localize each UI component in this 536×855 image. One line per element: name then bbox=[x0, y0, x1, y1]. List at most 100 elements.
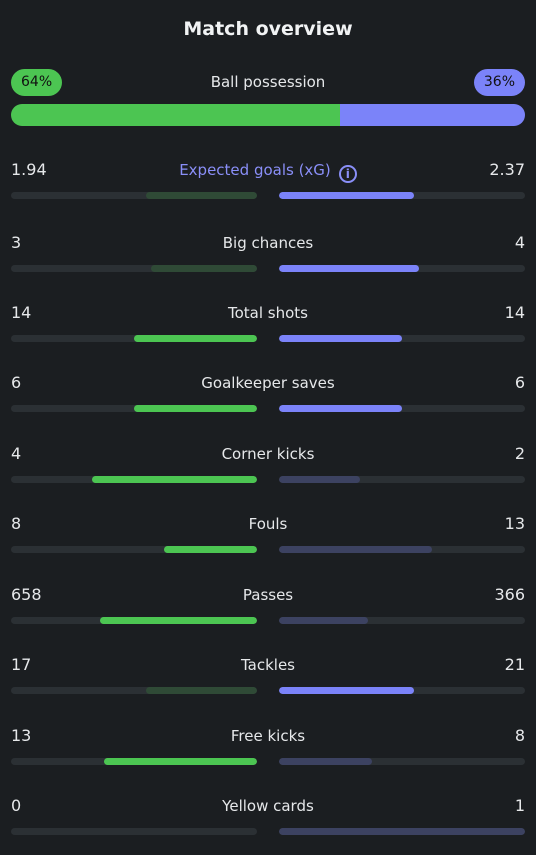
stat-row-yellow-cards: 0 Yellow cards 1 bbox=[11, 794, 525, 839]
away-value: 2.37 bbox=[489, 160, 525, 179]
away-bar-fill bbox=[279, 335, 402, 342]
away-value: 4 bbox=[514, 233, 525, 252]
home-bar-track bbox=[11, 335, 257, 342]
comparison-bars bbox=[11, 335, 525, 342]
comparison-bars bbox=[11, 828, 525, 835]
stat-label: Yellow cards bbox=[11, 794, 525, 818]
away-bar-track bbox=[279, 758, 525, 765]
stat-label-text: Free kicks bbox=[230, 727, 306, 745]
stat-label-text: Corner kicks bbox=[221, 445, 315, 463]
away-bar-fill bbox=[279, 405, 402, 412]
away-possession-fill bbox=[339, 104, 525, 126]
home-bar-track bbox=[11, 476, 257, 483]
stat-row-big-chances: 3 Big chances 4 bbox=[11, 231, 525, 276]
away-bar-fill bbox=[279, 265, 420, 272]
home-bar-fill bbox=[134, 405, 257, 412]
away-bar-track bbox=[279, 265, 525, 272]
away-bar-fill bbox=[279, 546, 432, 553]
stat-row-tackles: 17 Tackles 21 bbox=[11, 653, 525, 698]
match-overview-title: Match overview bbox=[183, 18, 353, 40]
away-bar-track bbox=[279, 335, 525, 342]
away-bar-track bbox=[279, 687, 525, 694]
stat-label: Goalkeeper saves bbox=[11, 371, 525, 395]
stat-label: Passes bbox=[11, 583, 525, 607]
ball-possession-row: 64% Ball possession 36% bbox=[11, 69, 525, 96]
home-bar-fill bbox=[104, 758, 257, 765]
away-bar-track bbox=[279, 476, 525, 483]
stat-label-text: Big chances bbox=[222, 234, 314, 252]
stat-label: Corner kicks bbox=[11, 442, 525, 466]
away-value: 14 bbox=[504, 303, 525, 322]
home-possession-fill bbox=[11, 104, 340, 126]
away-bar-track bbox=[279, 546, 525, 553]
ball-possession-bar bbox=[11, 104, 525, 126]
away-bar-fill bbox=[279, 617, 368, 624]
home-bar-track bbox=[11, 687, 257, 694]
stat-label-text: Fouls bbox=[248, 515, 288, 533]
home-value: 4 bbox=[11, 444, 22, 463]
comparison-bars bbox=[11, 405, 525, 412]
comparison-bars bbox=[11, 617, 525, 624]
home-bar-track bbox=[11, 617, 257, 624]
away-value: 21 bbox=[504, 655, 525, 674]
home-bar-fill bbox=[146, 687, 257, 694]
comparison-bars bbox=[11, 758, 525, 765]
stat-label: Fouls bbox=[11, 512, 525, 536]
home-possession-pill: 64% bbox=[11, 69, 63, 96]
home-bar-fill bbox=[134, 335, 257, 342]
home-bar-fill bbox=[163, 546, 257, 553]
stat-label-text: Yellow cards bbox=[222, 797, 314, 815]
comparison-bars bbox=[11, 476, 525, 483]
stat-row-total-shots: 14 Total shots 14 bbox=[11, 301, 525, 346]
home-bar-track bbox=[11, 828, 257, 835]
home-bar-track bbox=[11, 192, 257, 199]
stat-label: Free kicks bbox=[11, 724, 525, 748]
home-value: 3 bbox=[11, 233, 22, 252]
away-value: 366 bbox=[494, 585, 525, 604]
home-bar-fill bbox=[99, 617, 257, 624]
home-bar-track bbox=[11, 405, 257, 412]
stat-label-text: Goalkeeper saves bbox=[201, 374, 335, 392]
home-bar-track bbox=[11, 758, 257, 765]
away-bar-track bbox=[279, 192, 525, 199]
away-value: 6 bbox=[514, 373, 525, 392]
home-value: 17 bbox=[11, 655, 32, 674]
away-bar-fill bbox=[279, 476, 361, 483]
home-value: 6 bbox=[11, 373, 22, 392]
home-bar-fill bbox=[146, 192, 257, 199]
stat-label[interactable]: Expected goals (xG) i bbox=[11, 158, 525, 183]
away-bar-fill bbox=[279, 192, 415, 199]
stat-label: Tackles bbox=[11, 653, 525, 677]
info-icon[interactable]: i bbox=[338, 165, 357, 183]
comparison-bars bbox=[11, 265, 525, 272]
stat-row-corner-kicks: 4 Corner kicks 2 bbox=[11, 442, 525, 487]
home-value: 0 bbox=[11, 796, 22, 815]
stat-row-fouls: 8 Fouls 13 bbox=[11, 512, 525, 557]
home-bar-track bbox=[11, 546, 257, 553]
stat-row-goalkeeper-saves: 6 Goalkeeper saves 6 bbox=[11, 371, 525, 416]
stat-label: Total shots bbox=[11, 301, 525, 325]
away-possession-pill: 36% bbox=[473, 69, 525, 96]
comparison-bars bbox=[11, 687, 525, 694]
home-bar-track bbox=[11, 265, 257, 272]
stat-row-free-kicks: 13 Free kicks 8 bbox=[11, 724, 525, 769]
away-bar-track bbox=[279, 617, 525, 624]
home-value: 13 bbox=[11, 726, 32, 745]
home-value: 14 bbox=[11, 303, 32, 322]
stat-row-passes: 658 Passes 366 bbox=[11, 583, 525, 628]
ball-possession-label: Ball possession bbox=[210, 73, 326, 91]
away-bar-track bbox=[279, 405, 525, 412]
away-bar-track bbox=[279, 828, 525, 835]
away-value: 13 bbox=[504, 514, 525, 533]
home-bar-fill bbox=[151, 265, 257, 272]
away-bar-fill bbox=[279, 687, 415, 694]
away-value: 8 bbox=[514, 726, 525, 745]
away-bar-fill bbox=[279, 828, 525, 835]
comparison-bars bbox=[11, 192, 525, 199]
home-value: 658 bbox=[11, 585, 42, 604]
home-bar-fill bbox=[92, 476, 257, 483]
home-value: 1.94 bbox=[11, 160, 47, 179]
home-value: 8 bbox=[11, 514, 22, 533]
stat-label-text: Tackles bbox=[240, 656, 296, 674]
away-value: 2 bbox=[514, 444, 525, 463]
